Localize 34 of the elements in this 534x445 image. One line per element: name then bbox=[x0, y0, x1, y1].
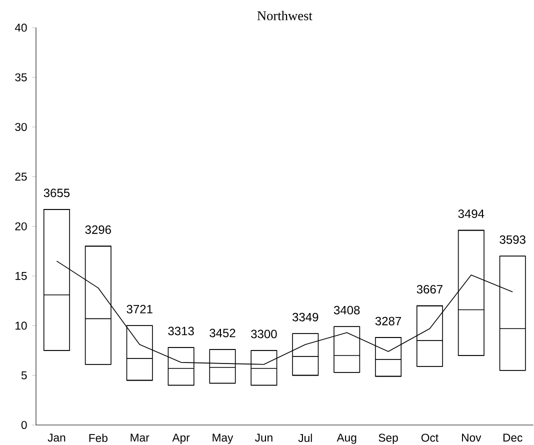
y-tick-label: 15 bbox=[16, 272, 27, 280]
annotation: 3296 bbox=[85, 225, 111, 234]
x-tick-label: Jan bbox=[48, 434, 66, 442]
annotation: 3494 bbox=[458, 210, 484, 218]
x-tick-label: Oct bbox=[421, 434, 438, 442]
x-tick-label: Jul bbox=[298, 434, 312, 442]
x-tick-label: Sep bbox=[378, 434, 398, 444]
x-tick-label: Dec bbox=[503, 434, 522, 442]
x-tick-label: May bbox=[212, 434, 234, 444]
y-tick-label: 20 bbox=[15, 222, 27, 230]
annotation: 3287 bbox=[375, 316, 402, 326]
y-tick-label: 30 bbox=[15, 122, 27, 131]
annotation: 3721 bbox=[126, 304, 152, 314]
annotation: 3313 bbox=[168, 326, 194, 336]
annotation: 3452 bbox=[210, 328, 236, 338]
y-tick-label: 5 bbox=[21, 371, 27, 380]
y-tick-label: 35 bbox=[15, 73, 27, 82]
x-tick-label: Apr bbox=[172, 434, 190, 444]
annotation: 3349 bbox=[292, 312, 318, 322]
y-tick-label: 25 bbox=[15, 172, 27, 181]
x-tick-label: Feb bbox=[89, 434, 108, 442]
y-tick-label: 0 bbox=[21, 420, 27, 430]
chart-title: Northwest bbox=[257, 10, 312, 20]
annotation: 3593 bbox=[500, 235, 526, 244]
x-tick-label: Mar bbox=[130, 434, 150, 442]
annotation: 3655 bbox=[44, 188, 70, 198]
x-tick-label: Aug bbox=[336, 434, 356, 444]
x-tick-label: Nov bbox=[462, 434, 482, 442]
y-tick-label: 10 bbox=[16, 322, 27, 330]
annotation: 3300 bbox=[251, 330, 277, 338]
annotation: 3408 bbox=[334, 306, 360, 314]
y-tick-label: 40 bbox=[14, 24, 27, 32]
x-tick-label: Jun bbox=[254, 434, 272, 442]
annotation: 3667 bbox=[416, 285, 442, 294]
